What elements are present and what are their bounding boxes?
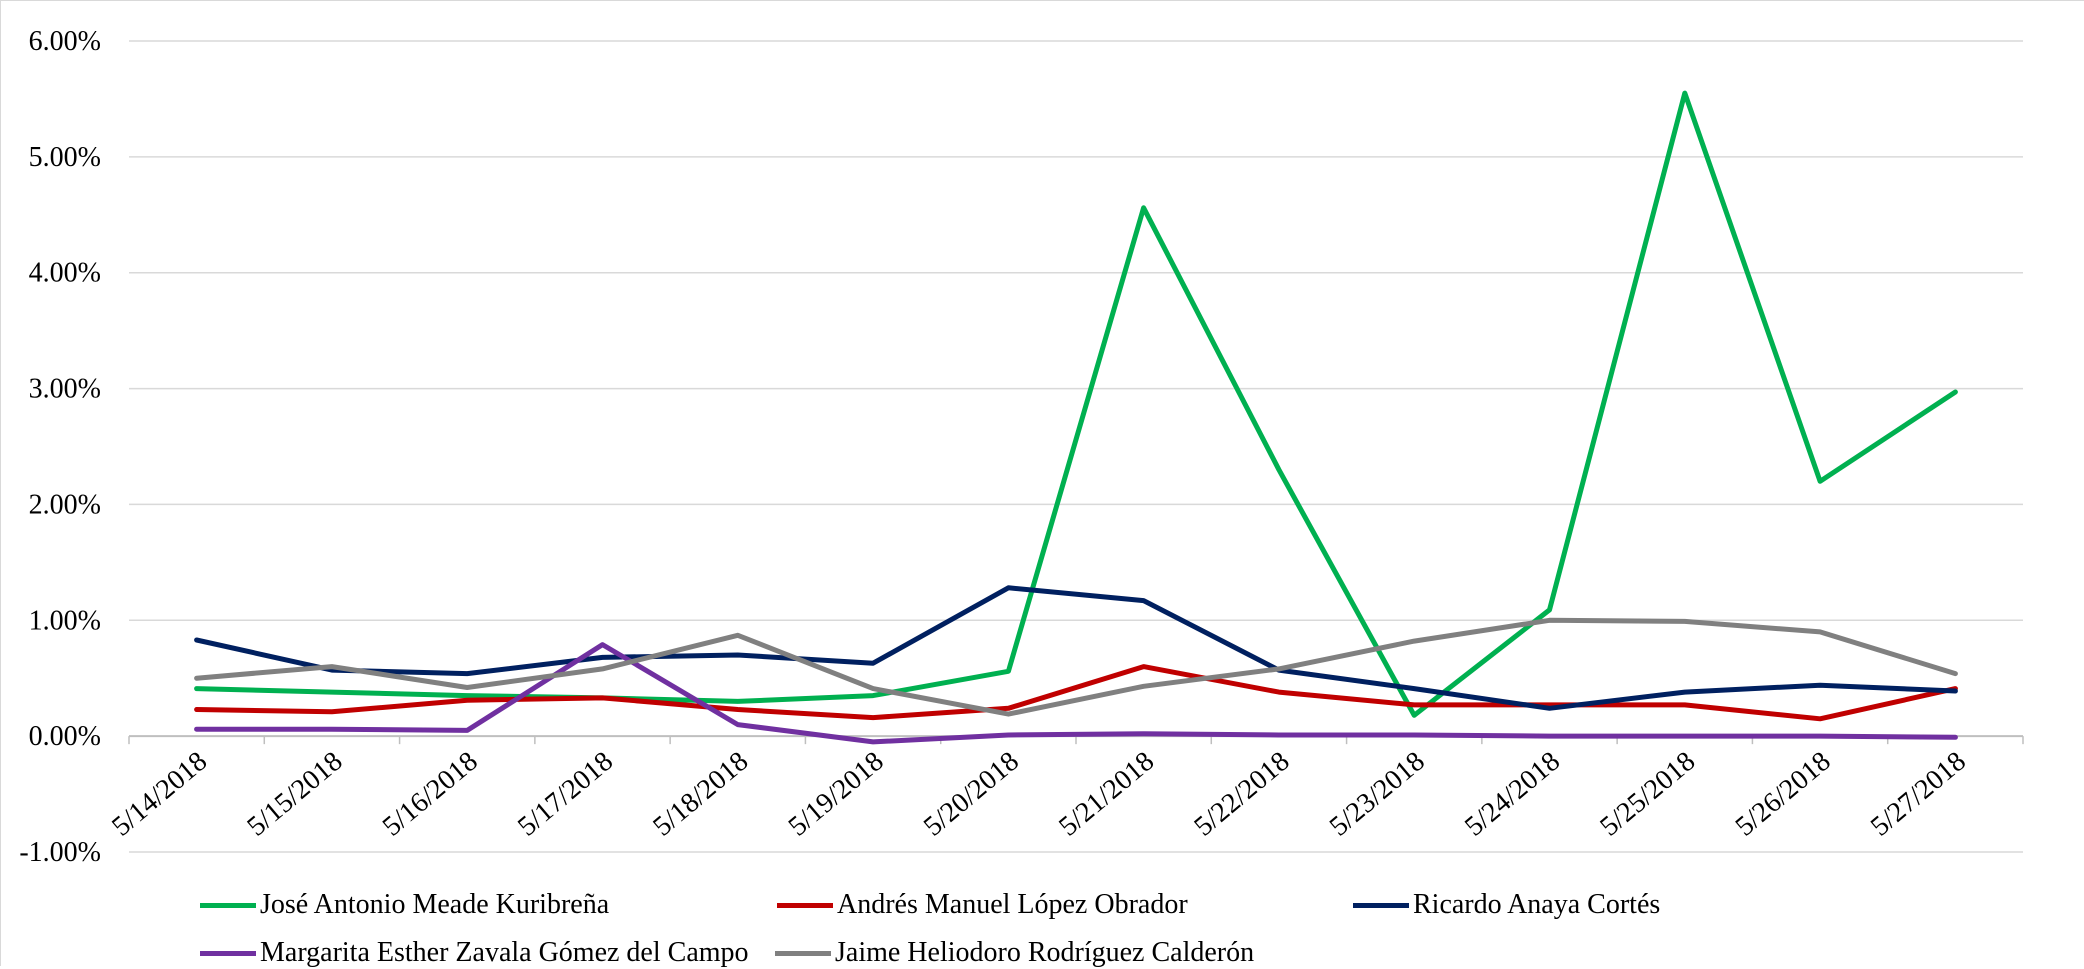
x-tick-label: 5/27/2018	[1865, 746, 1972, 843]
legend-label: Andrés Manuel López Obrador	[837, 889, 1188, 920]
legend-label: Ricardo Anaya Cortés	[1413, 889, 1661, 920]
series-line-5	[194, 617, 1958, 717]
line-chart: -1.00% 0.00% 1.00% 2.00% 3.00% 4.00% 5.00% 6.00…	[19, 26, 2024, 868]
legend-label: José Antonio Meade Kuribreña	[260, 889, 610, 920]
x-tick-label: 5/17/2018	[512, 746, 619, 843]
x-tick-label: 5/21/2018	[1053, 746, 1160, 843]
x-tick-label: 5/22/2018	[1189, 746, 1296, 843]
x-tick-label: 5/18/2018	[647, 746, 754, 843]
y-tick-label: -1.00%	[19, 837, 101, 868]
y-tick-label: 1.00%	[29, 605, 101, 636]
y-tick-label: 2.00%	[29, 489, 101, 520]
x-tick-label: 5/20/2018	[918, 746, 1025, 843]
y-axis-tick-labels: -1.00% 0.00% 1.00% 2.00% 3.00% 4.00% 5.00% 6.00…	[19, 26, 101, 868]
legend-item: Jaime Heliodoro Rodríguez Calderón	[775, 937, 1254, 969]
x-tick-label: 5/16/2018	[377, 746, 484, 843]
legend-item: Ricardo Anaya Cortés	[1353, 889, 1660, 921]
x-tick-label: 5/24/2018	[1459, 746, 1566, 843]
x-tick-label: 5/15/2018	[242, 746, 349, 843]
legend-label: Jaime Heliodoro Rodríguez Calderón	[835, 937, 1255, 968]
x-axis-tick-labels: 5/14/2018 5/15/2018 5/16/2018 5/17/2018 5/18…	[106, 746, 1972, 843]
legend-label: Margarita Esther Zavala Gómez del Campo	[260, 937, 749, 968]
x-tick-label: 5/19/2018	[783, 746, 890, 843]
legend-swatch	[777, 902, 833, 908]
y-tick-label: 6.00%	[29, 26, 101, 57]
legend-swatch	[775, 950, 831, 956]
y-tick-label: 4.00%	[29, 258, 101, 289]
x-tick-label: 5/23/2018	[1324, 746, 1431, 843]
x-tick-label: 5/26/2018	[1730, 746, 1837, 843]
legend-swatch	[200, 950, 256, 956]
series-line-3	[194, 585, 1958, 711]
x-tick-label: 5/25/2018	[1594, 746, 1701, 843]
y-tick-label: 3.00%	[29, 374, 101, 405]
series-lines	[194, 90, 1958, 745]
x-tick-label: 5/14/2018	[106, 746, 213, 843]
y-tick-label: 0.00%	[29, 721, 101, 752]
y-tick-label: 5.00%	[29, 142, 101, 173]
legend-swatch	[200, 902, 256, 908]
gridlines	[128, 40, 2024, 853]
legend: José Antonio Meade Kuribreña Andrés Manue…	[1, 881, 2084, 969]
series-line-1	[194, 90, 1958, 718]
legend-item: Margarita Esther Zavala Gómez del Campo	[200, 937, 749, 969]
legend-item: Andrés Manuel López Obrador	[777, 889, 1188, 921]
legend-item: José Antonio Meade Kuribreña	[200, 889, 609, 921]
legend-swatch	[1353, 902, 1409, 908]
series-line-2	[194, 664, 1958, 722]
series-line-4	[194, 642, 1958, 745]
